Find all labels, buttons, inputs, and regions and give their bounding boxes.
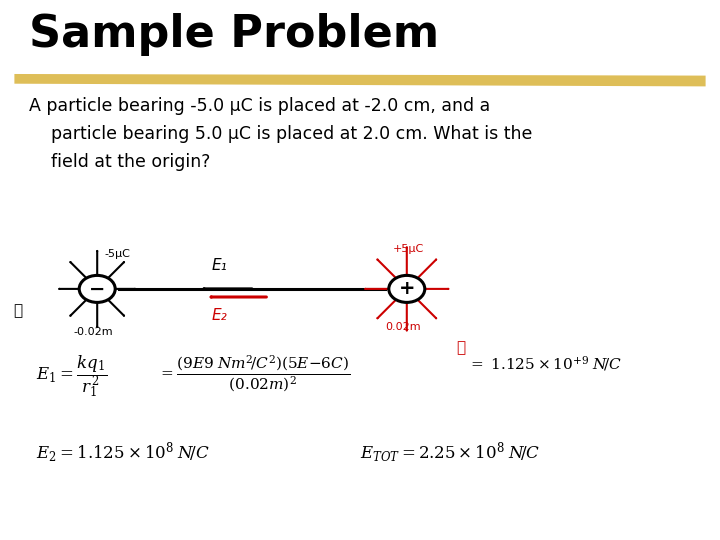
Text: Sample Problem: Sample Problem [29,14,439,57]
Text: 0.02m: 0.02m [385,322,421,333]
Text: -5μC: -5μC [104,249,130,259]
Text: $E_2 = 1.125 \times 10^8\;N\!/C$: $E_2 = 1.125 \times 10^8\;N\!/C$ [36,440,210,465]
Text: +5μC: +5μC [392,244,423,254]
Text: field at the origin?: field at the origin? [29,153,210,171]
Text: ⓑ: ⓑ [456,340,465,355]
Text: E₁: E₁ [212,258,228,273]
Text: particle bearing 5.0 μC is placed at 2.0 cm. What is the: particle bearing 5.0 μC is placed at 2.0… [29,125,532,143]
Text: −: − [89,279,105,299]
Text: -0.02m: -0.02m [73,327,114,337]
Circle shape [389,275,425,302]
Text: ⓞ: ⓞ [14,303,22,318]
Polygon shape [14,74,706,86]
Text: A particle bearing -5.0 μC is placed at -2.0 cm, and a: A particle bearing -5.0 μC is placed at … [29,97,490,115]
Text: $= \dfrac{(9E9\;Nm^2\!/C^2)(5E{-}6C)}{(0.02m)^2}$: $= \dfrac{(9E9\;Nm^2\!/C^2)(5E{-}6C)}{(0… [158,354,351,394]
Text: $E_{TOT} = 2.25 \times 10^8\;N\!/C$: $E_{TOT} = 2.25 \times 10^8\;N\!/C$ [360,440,541,465]
Text: +: + [399,279,415,299]
Text: $= \; 1.125 \times 10^{+9}\;N\!/C$: $= \; 1.125 \times 10^{+9}\;N\!/C$ [468,354,622,373]
Circle shape [79,275,115,302]
Text: $E_1 = \dfrac{kq_1}{r_1^{\,2}}$: $E_1 = \dfrac{kq_1}{r_1^{\,2}}$ [36,354,107,400]
Text: E₂: E₂ [212,308,228,323]
